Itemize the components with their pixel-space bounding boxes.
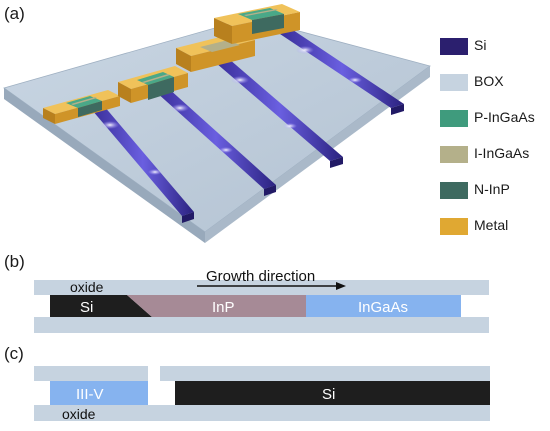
b-si-label: Si (80, 299, 93, 316)
b-si-region (50, 295, 152, 317)
legend-swatch-i-ingaas (440, 146, 468, 163)
si-waveguides (92, 30, 404, 223)
legend-swatch-p-ingaas (440, 110, 468, 127)
legend-item-n-inp: N-InP (440, 180, 550, 200)
legend-item-i-ingaas: I-InGaAs (440, 144, 550, 164)
device-4 (214, 4, 300, 44)
panel-c-cross-section: III-V oxide Si (34, 366, 490, 422)
b-growth-arrowhead (336, 282, 346, 290)
b-inp-label: InP (212, 299, 235, 316)
legend-swatch-si (440, 38, 468, 55)
legend-label-si: Si (474, 37, 487, 53)
legend-item-metal: Metal (440, 216, 550, 236)
c-left-top-oxide (34, 366, 148, 381)
legend-label-metal: Metal (474, 217, 509, 233)
b-ingaas-region (306, 295, 461, 317)
b-growth-label: Growth direction (206, 268, 315, 285)
legend-item-p-ingaas: P-InGaAs (440, 108, 550, 128)
b-inp-region (127, 295, 306, 317)
panel-b-cross-section: Growth direction oxide Si InP InGaAs (34, 268, 489, 333)
c-oxide-label: oxide (62, 406, 96, 422)
legend-swatch-box (440, 74, 468, 91)
c-si-label: Si (322, 386, 335, 403)
b-bottom-oxide (34, 317, 489, 333)
legend-label-n-inp: N-InP (474, 181, 510, 197)
box-slab (3, 17, 431, 243)
device-1 (43, 90, 120, 124)
b-oxide-label: oxide (70, 279, 104, 295)
panel-label-c: (c) (4, 344, 24, 363)
legend-item-box: BOX (440, 72, 550, 92)
c-iiiv-label: III-V (76, 386, 104, 403)
legend-label-i-ingaas: I-InGaAs (474, 145, 530, 161)
panel-label-a: (a) (4, 4, 25, 23)
c-si-region (175, 381, 490, 405)
c-bottom-oxide (34, 405, 490, 421)
legend-item-si: Si (440, 36, 550, 56)
panel-a-illustration (3, 4, 431, 243)
panel-label-b: (b) (4, 252, 25, 271)
b-top-oxide (34, 280, 489, 295)
legend-label-p-ingaas: P-InGaAs (474, 109, 535, 125)
c-right-top-oxide (160, 366, 490, 381)
legend-swatch-n-inp (440, 182, 468, 199)
b-ingaas-label: InGaAs (358, 299, 408, 316)
legend-label-box: BOX (474, 73, 504, 89)
legend-swatch-metal (440, 218, 468, 235)
device-2 (118, 66, 188, 103)
c-iiiv-region (50, 381, 148, 405)
